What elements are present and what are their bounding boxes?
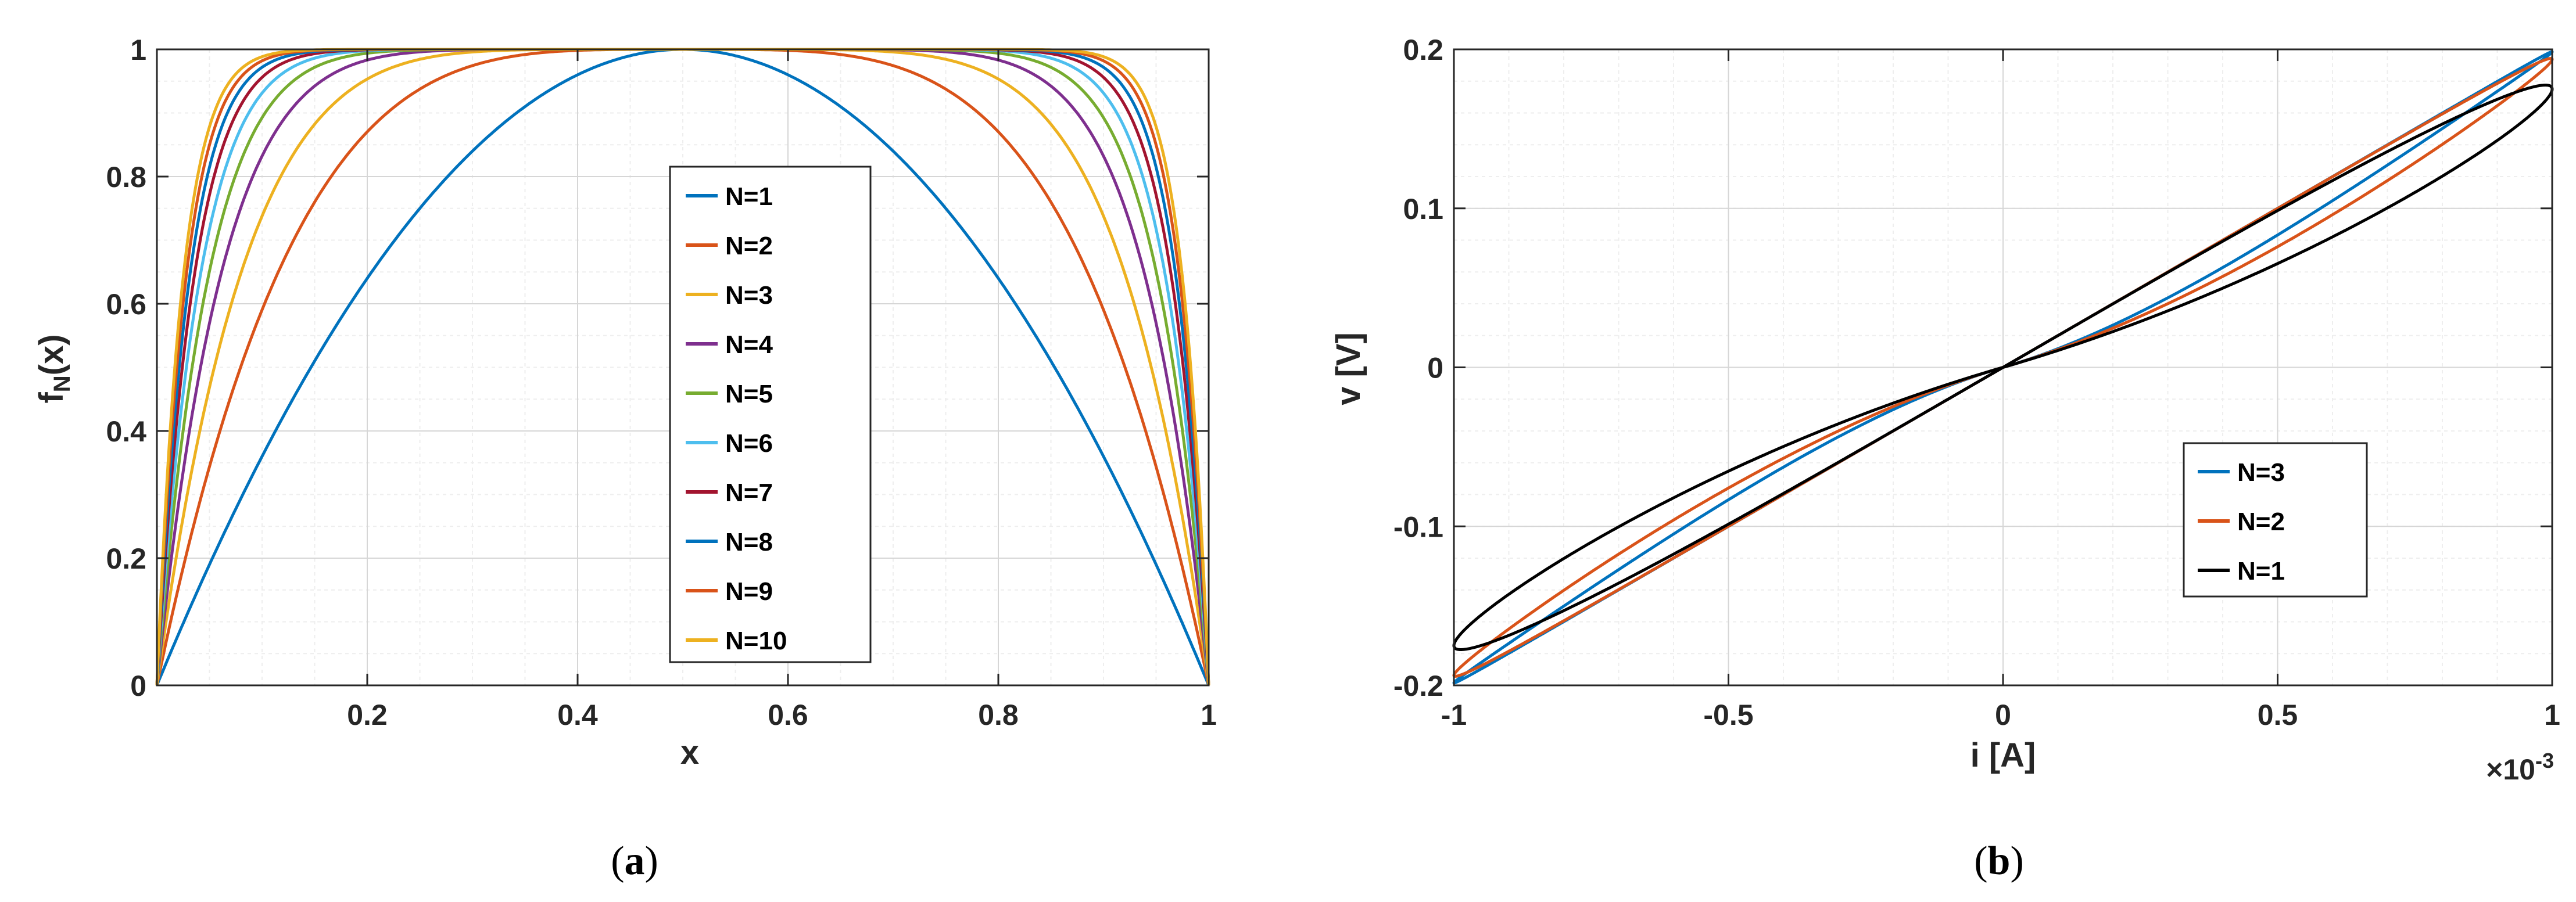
panel-b-x-ticks: -1 -0.5 0 0.5 1 [1441, 49, 2560, 731]
panel-b-series-lines [1452, 50, 2554, 685]
panel-a-caption: (a) [611, 839, 658, 883]
panel-b-caption: (b) [1974, 839, 2024, 883]
legend-label-n-7: N=7 [725, 479, 773, 507]
panel-b-x-exponent: ×10-3 [2486, 749, 2554, 786]
x-tick-label: 1 [2544, 699, 2560, 731]
y-tick-label: -0.2 [1393, 670, 1443, 702]
panel-b-chart: -1 -0.5 0 0.5 1 -0.2-0.100.10.2 i [A] v [V] … [1330, 34, 2560, 883]
y-tick-label: 1 [130, 34, 146, 66]
y-tick-label: 0.6 [106, 288, 146, 321]
legend-label-n-6: N=6 [725, 429, 773, 458]
panel-a-plot-frame [156, 48, 1210, 687]
panel-b-y-axis-label: v [V] [1330, 332, 1367, 405]
series-line-n-1 [1452, 84, 2554, 651]
legend-label-n-8: N=8 [725, 528, 773, 556]
y-tick-label: 0.1 [1403, 193, 1443, 225]
legend-label-n-3: N=3 [2237, 458, 2285, 487]
panel-a-chart: 0.2 0.4 0.6 0.8 1 0 0.2 0.4 0.6 0.8 1 x fN(x) N=1… [33, 34, 1217, 883]
panel-a-legend: N=1 N=2 N=3 N=4 N=5 N=6 N=7 N=8 N=9 N=10 [669, 166, 872, 663]
legend-label-n-2: N=2 [725, 232, 773, 260]
y-tick-label: 0 [1427, 352, 1443, 384]
legend-label-n-10: N=10 [725, 627, 787, 655]
x-tick-label: 0.2 [347, 699, 388, 731]
x-tick-label: 0.6 [768, 699, 808, 731]
x-tick-label: 0 [1995, 699, 2011, 731]
panel-b-y-ticks: -0.2 -0.1 0 0.1 0.2 [1393, 34, 2552, 702]
y-tick-label: 0.2 [1403, 34, 1443, 66]
panel-a-x-ticks: 0.2 0.4 0.6 0.8 1 [347, 49, 1217, 731]
panel-b-x-axis-label: i [A] [1970, 736, 2036, 774]
legend-label-n-9: N=9 [725, 577, 773, 606]
legend-label-n-2: N=2 [2237, 508, 2285, 536]
x-tick-label: 0.5 [2258, 699, 2298, 731]
panel-a-y-ticks: 0 0.2 0.4 0.6 0.8 1 [106, 34, 1209, 702]
x-tick-label: 0.4 [557, 699, 598, 731]
y-tick-label: 0.4 [106, 415, 146, 448]
legend-label-n-3: N=3 [725, 281, 773, 310]
legend-label-n-5: N=5 [725, 380, 773, 408]
legend-label-n-1: N=1 [725, 182, 773, 211]
panel-b-legend: N=3 N=2 N=1 [2183, 442, 2368, 598]
x-tick-label: 0.8 [978, 699, 1019, 731]
y-tick-label: 0 [130, 670, 146, 702]
y-tick-label: 0.8 [106, 161, 146, 193]
y-tick-label: 0.2 [106, 542, 146, 575]
panel-a-x-axis-label: x [680, 734, 699, 771]
legend-label-n-4: N=4 [725, 330, 773, 359]
panel-a-y-axis-label: fN(x) [33, 334, 75, 403]
panel-a-legend-box [669, 166, 872, 663]
x-tick-label: -1 [1441, 699, 1467, 731]
x-tick-label: -0.5 [1703, 699, 1753, 731]
legend-label-n-1: N=1 [2237, 557, 2285, 585]
x-tick-label: 1 [1201, 699, 1217, 731]
y-tick-label: -0.1 [1393, 511, 1443, 543]
